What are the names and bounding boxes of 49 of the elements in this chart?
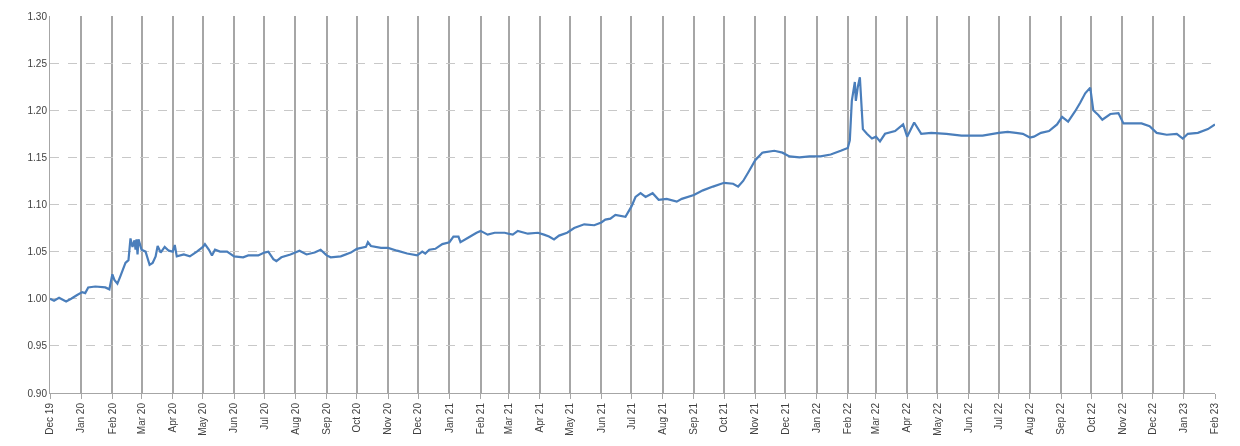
x-tick-label: Apr 21 bbox=[534, 402, 546, 433]
x-tick-label: Jan 22 bbox=[810, 402, 822, 434]
x-tick-label: Jul 20 bbox=[258, 402, 270, 430]
x-tick-label: Feb 22 bbox=[842, 402, 854, 435]
x-tick-label: Aug 22 bbox=[1024, 402, 1036, 435]
y-tick-label: 1.15 bbox=[27, 151, 48, 163]
x-tick-label: Apr 22 bbox=[901, 402, 913, 433]
x-tick-label: Oct 20 bbox=[351, 402, 363, 433]
x-tick-label: May 20 bbox=[197, 402, 209, 436]
x-tick-label: Aug 20 bbox=[289, 402, 301, 435]
x-tick-label: Jul 21 bbox=[625, 402, 637, 430]
x-tick-label: Feb 23 bbox=[1209, 402, 1221, 435]
x-tick-label: Sep 22 bbox=[1055, 402, 1067, 435]
x-tick-label: Jun 22 bbox=[962, 402, 974, 434]
x-tick-label: Sep 20 bbox=[320, 402, 332, 435]
x-tick-label: May 21 bbox=[564, 402, 576, 436]
y-tick-label: 1.10 bbox=[27, 199, 48, 210]
x-tick-label: Feb 21 bbox=[474, 402, 486, 435]
line-series bbox=[50, 76, 1215, 303]
x-tick-label: Oct 22 bbox=[1085, 402, 1097, 433]
x-tick-label: Jan 21 bbox=[443, 402, 455, 434]
x-tick-label: Dec 20 bbox=[412, 402, 424, 435]
x-tick-label: Jan 20 bbox=[75, 402, 87, 434]
x-tick-label: Mar 21 bbox=[503, 402, 515, 435]
x-tick-label: Aug 21 bbox=[656, 402, 668, 435]
x-tick-label: Mar 22 bbox=[870, 402, 882, 435]
x-tick-label: Jan 23 bbox=[1178, 402, 1190, 434]
x-tick-label: Oct 21 bbox=[718, 402, 730, 433]
x-tick-label: Jun 20 bbox=[228, 402, 240, 434]
y-tick-label: 1.00 bbox=[27, 293, 48, 305]
y-tick-label: 1.05 bbox=[27, 246, 48, 258]
x-tick-label: Jul 22 bbox=[992, 402, 1004, 430]
x-tick-label: Nov 20 bbox=[382, 402, 394, 435]
y-tick-label: 1.30 bbox=[27, 10, 48, 22]
y-tick-label: 1.20 bbox=[27, 104, 48, 116]
x-tick-label: Feb 20 bbox=[106, 402, 118, 435]
x-tick-label: Mar 20 bbox=[135, 402, 147, 435]
x-tick-label: Jun 21 bbox=[595, 402, 607, 434]
x-tick-label: Nov 22 bbox=[1116, 402, 1128, 435]
y-tick-label: 1.25 bbox=[27, 57, 48, 69]
x-tick-label: Sep 21 bbox=[688, 402, 700, 435]
x-tick-label: May 22 bbox=[931, 402, 943, 436]
x-tick-label: Dec 21 bbox=[779, 402, 791, 435]
y-tick-label: 0.90 bbox=[27, 387, 48, 399]
x-tick-label: Dec 19 bbox=[44, 402, 56, 435]
y-tick-label: 0.95 bbox=[27, 340, 48, 352]
x-tick-label: Nov 21 bbox=[749, 402, 761, 435]
x-tick-label: Dec 22 bbox=[1146, 402, 1158, 435]
x-tick-label: Apr 20 bbox=[166, 402, 178, 433]
